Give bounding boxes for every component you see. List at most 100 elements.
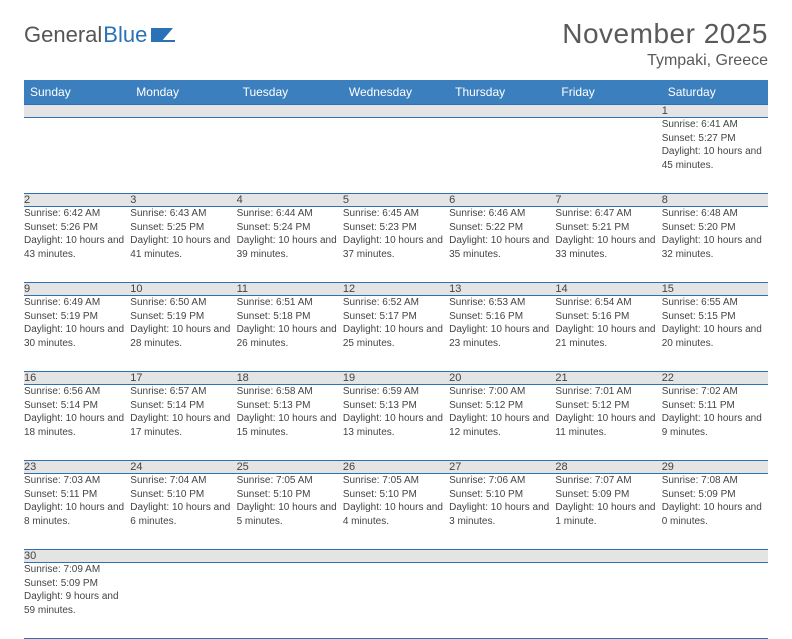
day-data-cell: Sunrise: 6:56 AMSunset: 5:14 PMDaylight:… bbox=[24, 385, 130, 461]
daylight-text: Daylight: 10 hours and 33 minutes. bbox=[555, 234, 661, 261]
day-number-cell: 6 bbox=[449, 194, 555, 207]
title-block: November 2025 Tympaki, Greece bbox=[562, 18, 768, 70]
day-number-cell: 8 bbox=[662, 194, 768, 207]
sunrise-text: Sunrise: 6:48 AM bbox=[662, 207, 768, 221]
day-data-cell: Sunrise: 7:00 AMSunset: 5:12 PMDaylight:… bbox=[449, 385, 555, 461]
sunrise-text: Sunrise: 6:46 AM bbox=[449, 207, 555, 221]
sunrise-text: Sunrise: 6:58 AM bbox=[237, 385, 343, 399]
sunset-text: Sunset: 5:16 PM bbox=[555, 310, 661, 324]
sunset-text: Sunset: 5:17 PM bbox=[343, 310, 449, 324]
day-number-cell: 13 bbox=[449, 283, 555, 296]
day-data-cell bbox=[24, 118, 130, 194]
sunrise-text: Sunrise: 7:00 AM bbox=[449, 385, 555, 399]
logo-flag-icon bbox=[151, 26, 177, 44]
sunset-text: Sunset: 5:10 PM bbox=[237, 488, 343, 502]
day-data-cell bbox=[662, 563, 768, 639]
day-number-cell: 23 bbox=[24, 461, 130, 474]
sunset-text: Sunset: 5:21 PM bbox=[555, 221, 661, 235]
sunset-text: Sunset: 5:09 PM bbox=[555, 488, 661, 502]
sunrise-text: Sunrise: 6:55 AM bbox=[662, 296, 768, 310]
day-data-cell: Sunrise: 7:07 AMSunset: 5:09 PMDaylight:… bbox=[555, 474, 661, 550]
day-number-cell: 16 bbox=[24, 372, 130, 385]
day-number-cell: 29 bbox=[662, 461, 768, 474]
day-data-cell: Sunrise: 7:09 AMSunset: 5:09 PMDaylight:… bbox=[24, 563, 130, 639]
header: GeneralBlue November 2025 Tympaki, Greec… bbox=[24, 18, 768, 70]
day-data-cell: Sunrise: 6:41 AMSunset: 5:27 PMDaylight:… bbox=[662, 118, 768, 194]
day-data-cell: Sunrise: 7:01 AMSunset: 5:12 PMDaylight:… bbox=[555, 385, 661, 461]
day-number-cell: 19 bbox=[343, 372, 449, 385]
sunrise-text: Sunrise: 7:05 AM bbox=[343, 474, 449, 488]
day-data-cell: Sunrise: 7:05 AMSunset: 5:10 PMDaylight:… bbox=[343, 474, 449, 550]
sunset-text: Sunset: 5:14 PM bbox=[130, 399, 236, 413]
dow-header: Tuesday bbox=[237, 80, 343, 105]
day-data-cell: Sunrise: 7:03 AMSunset: 5:11 PMDaylight:… bbox=[24, 474, 130, 550]
sunset-text: Sunset: 5:27 PM bbox=[662, 132, 768, 146]
day-number-cell: 14 bbox=[555, 283, 661, 296]
sunset-text: Sunset: 5:23 PM bbox=[343, 221, 449, 235]
location-subtitle: Tympaki, Greece bbox=[562, 52, 768, 70]
dow-header: Monday bbox=[130, 80, 236, 105]
sunset-text: Sunset: 5:26 PM bbox=[24, 221, 130, 235]
day-data-cell: Sunrise: 6:42 AMSunset: 5:26 PMDaylight:… bbox=[24, 207, 130, 283]
day-number-cell: 11 bbox=[237, 283, 343, 296]
day-number-cell bbox=[24, 105, 130, 118]
sunrise-text: Sunrise: 6:53 AM bbox=[449, 296, 555, 310]
day-data-cell: Sunrise: 7:05 AMSunset: 5:10 PMDaylight:… bbox=[237, 474, 343, 550]
logo-text-1: General bbox=[24, 22, 102, 48]
daylight-text: Daylight: 10 hours and 30 minutes. bbox=[24, 323, 130, 350]
day-data-cell: Sunrise: 7:02 AMSunset: 5:11 PMDaylight:… bbox=[662, 385, 768, 461]
day-data-cell bbox=[343, 118, 449, 194]
sunrise-text: Sunrise: 6:44 AM bbox=[237, 207, 343, 221]
daylight-text: Daylight: 10 hours and 25 minutes. bbox=[343, 323, 449, 350]
day-number-cell bbox=[130, 105, 236, 118]
logo-text-2: Blue bbox=[103, 22, 147, 48]
sunrise-text: Sunrise: 6:51 AM bbox=[237, 296, 343, 310]
day-number-cell bbox=[343, 550, 449, 563]
daylight-text: Daylight: 10 hours and 11 minutes. bbox=[555, 412, 661, 439]
month-title: November 2025 bbox=[562, 18, 768, 50]
sunrise-text: Sunrise: 6:56 AM bbox=[24, 385, 130, 399]
day-data-cell: Sunrise: 7:06 AMSunset: 5:10 PMDaylight:… bbox=[449, 474, 555, 550]
sunrise-text: Sunrise: 6:59 AM bbox=[343, 385, 449, 399]
sunrise-text: Sunrise: 7:01 AM bbox=[555, 385, 661, 399]
daylight-text: Daylight: 10 hours and 3 minutes. bbox=[449, 501, 555, 528]
daylight-text: Daylight: 10 hours and 6 minutes. bbox=[130, 501, 236, 528]
sunset-text: Sunset: 5:13 PM bbox=[237, 399, 343, 413]
day-number-cell: 26 bbox=[343, 461, 449, 474]
day-data-cell: Sunrise: 6:50 AMSunset: 5:19 PMDaylight:… bbox=[130, 296, 236, 372]
daylight-text: Daylight: 10 hours and 39 minutes. bbox=[237, 234, 343, 261]
sunrise-text: Sunrise: 7:08 AM bbox=[662, 474, 768, 488]
day-number-cell: 10 bbox=[130, 283, 236, 296]
day-number-cell: 27 bbox=[449, 461, 555, 474]
sunset-text: Sunset: 5:19 PM bbox=[24, 310, 130, 324]
day-data-cell bbox=[237, 563, 343, 639]
sunset-text: Sunset: 5:12 PM bbox=[555, 399, 661, 413]
day-number-cell: 24 bbox=[130, 461, 236, 474]
day-data-cell bbox=[555, 118, 661, 194]
logo: GeneralBlue bbox=[24, 22, 177, 48]
day-data-cell: Sunrise: 6:52 AMSunset: 5:17 PMDaylight:… bbox=[343, 296, 449, 372]
day-data-cell: Sunrise: 6:43 AMSunset: 5:25 PMDaylight:… bbox=[130, 207, 236, 283]
daylight-text: Daylight: 10 hours and 45 minutes. bbox=[662, 145, 768, 172]
sunrise-text: Sunrise: 7:07 AM bbox=[555, 474, 661, 488]
day-data-cell bbox=[343, 563, 449, 639]
sunrise-text: Sunrise: 6:54 AM bbox=[555, 296, 661, 310]
day-number-cell: 20 bbox=[449, 372, 555, 385]
sunset-text: Sunset: 5:09 PM bbox=[662, 488, 768, 502]
sunset-text: Sunset: 5:18 PM bbox=[237, 310, 343, 324]
daylight-text: Daylight: 10 hours and 21 minutes. bbox=[555, 323, 661, 350]
sunrise-text: Sunrise: 6:41 AM bbox=[662, 118, 768, 132]
sunset-text: Sunset: 5:25 PM bbox=[130, 221, 236, 235]
sunrise-text: Sunrise: 6:47 AM bbox=[555, 207, 661, 221]
daylight-text: Daylight: 10 hours and 4 minutes. bbox=[343, 501, 449, 528]
daylight-text: Daylight: 10 hours and 15 minutes. bbox=[237, 412, 343, 439]
day-number-cell bbox=[555, 550, 661, 563]
dow-header: Saturday bbox=[662, 80, 768, 105]
sunrise-text: Sunrise: 6:43 AM bbox=[130, 207, 236, 221]
day-data-cell bbox=[449, 563, 555, 639]
day-number-cell: 2 bbox=[24, 194, 130, 207]
sunset-text: Sunset: 5:19 PM bbox=[130, 310, 236, 324]
day-number-cell bbox=[343, 105, 449, 118]
calendar-head: SundayMondayTuesdayWednesdayThursdayFrid… bbox=[24, 80, 768, 105]
sunrise-text: Sunrise: 6:42 AM bbox=[24, 207, 130, 221]
